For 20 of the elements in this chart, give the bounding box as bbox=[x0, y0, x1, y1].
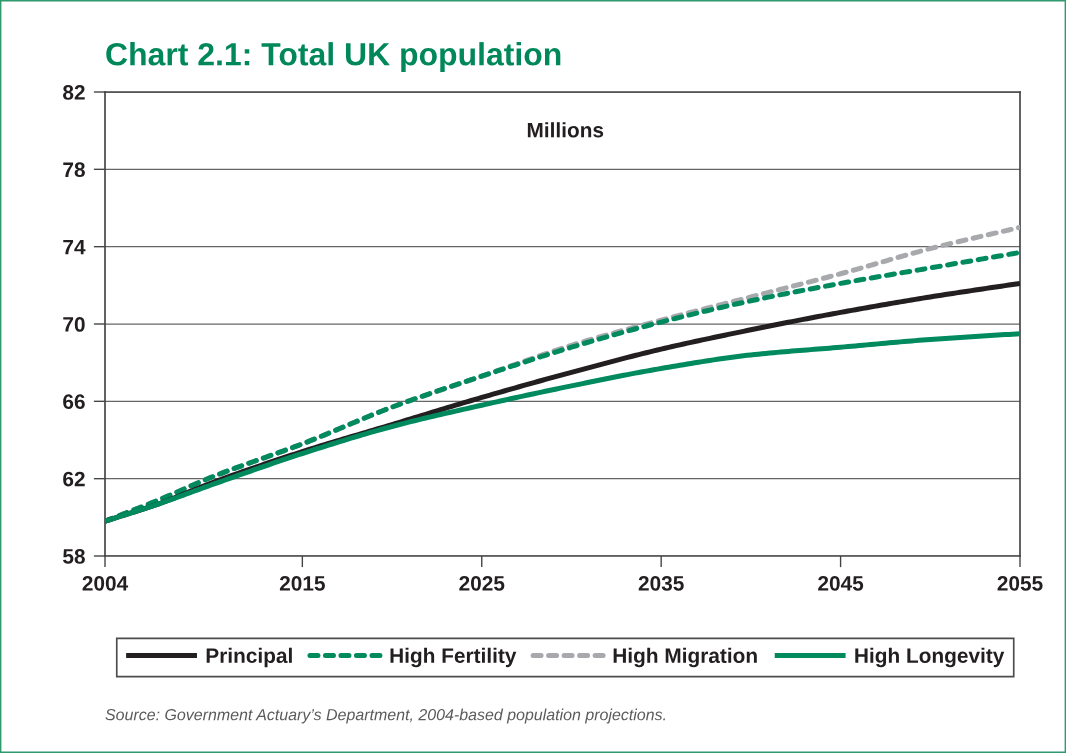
y-tick-label: 74 bbox=[63, 239, 86, 255]
x-tick-label: 2004 bbox=[82, 575, 129, 591]
legend-label: High Fertility bbox=[390, 647, 517, 668]
chart-title: Chart 2.1: Total UK population bbox=[106, 42, 561, 72]
y-tick-label: 58 bbox=[63, 549, 85, 564]
y-axis-title: Millions bbox=[527, 122, 604, 138]
y-tick-label: 70 bbox=[63, 317, 85, 332]
source-note: Source: Government Actuary’s Department, 2004-based population projections. bbox=[105, 708, 666, 724]
x-tick-label: 2045 bbox=[818, 575, 864, 591]
y-tick-label: 78 bbox=[63, 162, 85, 178]
x-tick-label: 2015 bbox=[279, 575, 325, 591]
y-tick-label: 66 bbox=[63, 394, 85, 410]
legend-label: High Longevity bbox=[855, 647, 1005, 668]
y-tick-label: 62 bbox=[63, 471, 85, 487]
legend-label: High Migration bbox=[613, 647, 757, 668]
legend-label: Principal bbox=[206, 647, 292, 668]
x-tick-label: 2055 bbox=[997, 575, 1043, 591]
y-tick-label: 82 bbox=[63, 85, 85, 100]
x-tick-label: 2025 bbox=[459, 575, 505, 591]
x-tick-label: 2035 bbox=[638, 575, 684, 591]
